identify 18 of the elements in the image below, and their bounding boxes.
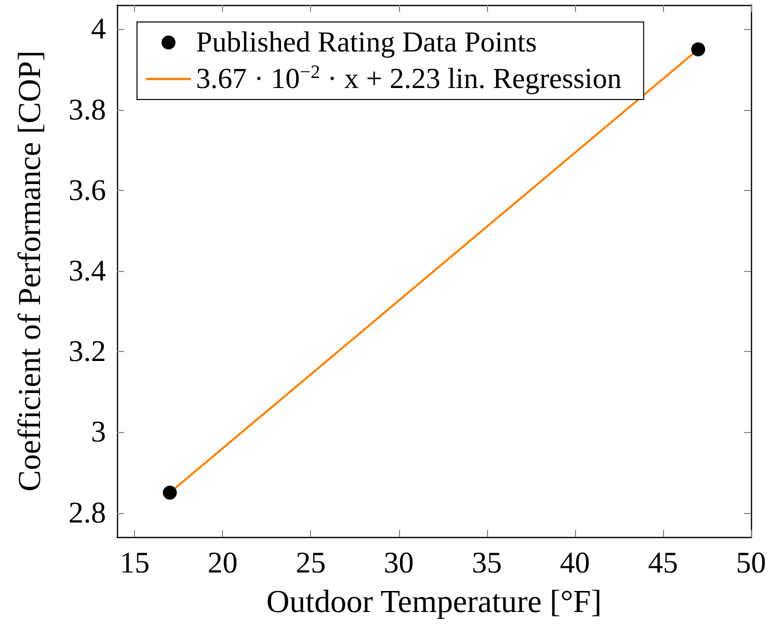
x-tick-label: 15: [120, 546, 150, 580]
x-tick-label: 45: [648, 546, 678, 580]
x-tick-label: 40: [560, 546, 590, 580]
y-axis-title: Coefficient of Performance [COP]: [11, 50, 47, 492]
y-tick-label: 2.8: [68, 496, 106, 530]
x-axis-title: Outdoor Temperature [°F]: [266, 583, 602, 619]
x-tick-label: 25: [296, 546, 326, 580]
y-tick-label: 3.8: [68, 93, 106, 126]
y-tick-label: 3.6: [68, 174, 106, 207]
legend-label: Published Rating Data Points: [196, 26, 537, 58]
x-tick-label: 20: [208, 546, 238, 580]
y-tick-label: 3.4: [68, 254, 106, 288]
x-tick-label: 30: [384, 546, 414, 580]
x-tick-label: 35: [472, 546, 502, 580]
y-tick-label: 3.2: [68, 335, 106, 368]
y-tick-label: 3: [91, 416, 106, 449]
y-tick-label: 4: [91, 12, 106, 46]
x-tick-label: 50: [736, 546, 766, 580]
